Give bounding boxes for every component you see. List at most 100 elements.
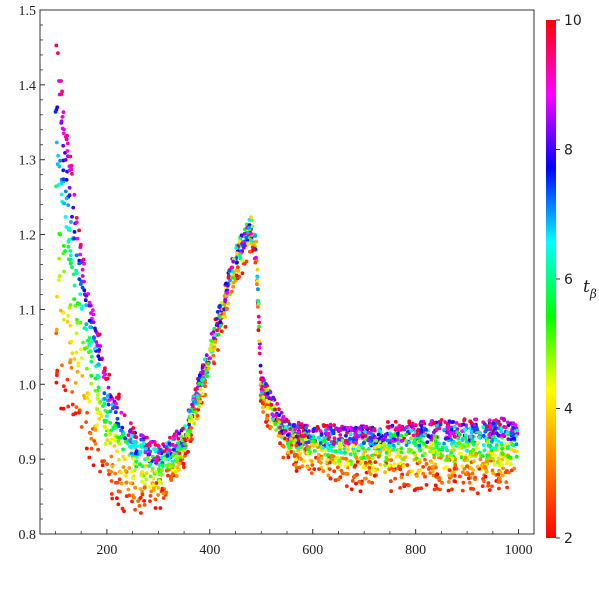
data-point <box>487 456 492 461</box>
data-point <box>101 370 106 375</box>
data-point <box>62 317 66 322</box>
data-point <box>511 426 516 430</box>
data-point <box>87 342 92 346</box>
data-point <box>453 435 457 439</box>
data-point <box>59 119 64 124</box>
data-point <box>351 444 356 448</box>
data-point <box>378 462 383 467</box>
data-point <box>141 441 146 446</box>
data-point <box>454 443 459 448</box>
data-point <box>481 433 486 438</box>
data-point <box>319 433 324 437</box>
data-point <box>309 471 314 475</box>
data-point <box>312 449 317 453</box>
data-point <box>145 443 150 447</box>
data-point <box>452 473 457 478</box>
data-point <box>325 457 330 462</box>
data-point <box>72 283 77 288</box>
data-point <box>225 291 230 295</box>
data-point <box>343 450 347 455</box>
data-point <box>175 447 180 452</box>
data-point <box>158 506 163 510</box>
data-point <box>219 329 224 334</box>
data-point <box>367 456 371 460</box>
data-point <box>222 311 227 316</box>
data-point <box>255 267 260 272</box>
data-point <box>74 216 79 220</box>
data-point <box>298 451 303 456</box>
data-point <box>116 458 121 462</box>
data-point <box>358 443 363 448</box>
data-point <box>310 463 315 467</box>
data-point <box>308 450 312 454</box>
data-point <box>74 405 79 409</box>
data-point <box>89 311 93 315</box>
data-point <box>363 460 368 465</box>
data-point <box>64 196 69 201</box>
y-tick-label: 0.8 <box>19 528 37 543</box>
data-point <box>415 429 420 433</box>
data-point <box>87 350 91 354</box>
data-point <box>71 272 76 277</box>
data-point <box>396 441 401 446</box>
data-point <box>321 439 326 443</box>
data-point <box>212 346 217 351</box>
data-point <box>269 425 273 429</box>
data-point <box>451 440 456 445</box>
data-point <box>168 464 173 469</box>
data-point <box>279 410 284 415</box>
data-point <box>53 110 58 114</box>
data-point <box>389 489 393 494</box>
data-point <box>393 434 397 438</box>
data-point <box>215 328 220 333</box>
data-point <box>506 455 511 459</box>
data-point <box>450 487 454 492</box>
data-point <box>359 455 363 460</box>
data-point <box>109 470 113 474</box>
data-point <box>131 426 136 430</box>
data-point <box>349 462 354 466</box>
data-point <box>361 446 365 451</box>
data-point <box>477 435 482 440</box>
data-point <box>105 410 110 414</box>
data-point <box>354 481 358 486</box>
data-point <box>69 163 74 168</box>
data-point <box>460 464 465 469</box>
data-point <box>391 448 395 452</box>
data-point <box>148 485 152 489</box>
data-point <box>191 394 196 399</box>
data-point <box>177 462 182 466</box>
data-point <box>216 348 220 352</box>
data-point <box>56 183 61 187</box>
data-point <box>78 244 83 248</box>
data-point <box>282 430 287 435</box>
data-point <box>92 335 96 339</box>
data-point <box>75 369 80 374</box>
data-point <box>134 459 139 464</box>
data-point <box>490 468 495 473</box>
data-point <box>496 426 501 431</box>
data-point <box>500 446 504 451</box>
data-point <box>455 430 460 434</box>
data-point <box>186 433 191 438</box>
data-point <box>61 177 66 182</box>
data-point <box>164 447 169 451</box>
data-point <box>99 414 104 418</box>
data-point <box>373 445 377 450</box>
data-point <box>74 220 79 225</box>
data-point <box>424 483 429 487</box>
data-point <box>502 425 506 429</box>
data-point <box>376 443 381 448</box>
data-point <box>426 467 431 471</box>
data-point <box>170 459 175 464</box>
data-point <box>447 468 452 472</box>
data-point <box>399 475 404 480</box>
data-point <box>59 92 64 97</box>
data-point <box>209 348 214 352</box>
data-point <box>68 249 73 253</box>
data-point <box>345 472 350 476</box>
data-point <box>413 453 418 457</box>
data-point <box>429 419 434 424</box>
data-point <box>121 465 126 469</box>
data-point <box>161 496 166 500</box>
